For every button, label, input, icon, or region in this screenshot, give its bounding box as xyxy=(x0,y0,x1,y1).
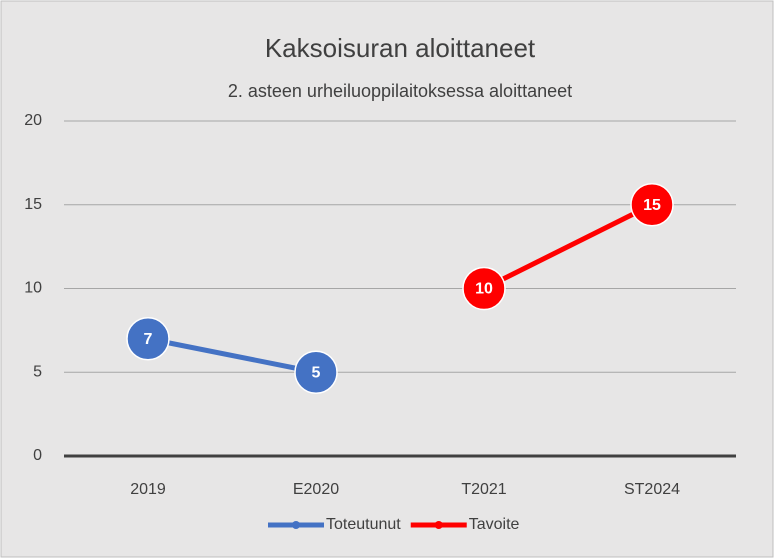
x-tick-label: T2021 xyxy=(461,481,506,498)
data-label: 15 xyxy=(643,197,661,214)
y-tick-label: 5 xyxy=(33,363,42,380)
data-label: 7 xyxy=(144,331,153,348)
point xyxy=(462,266,506,311)
data-label: 10 xyxy=(475,281,493,298)
legend-marker xyxy=(292,521,300,529)
data-label: 5 xyxy=(312,364,321,381)
x-tick-label: E2020 xyxy=(293,481,339,498)
y-tick-label: 0 xyxy=(33,447,42,464)
chart-title: Kaksoisuran aloittaneet xyxy=(265,33,536,63)
chart-subtitle: 2. asteen urheiluoppilaitoksessa aloitta… xyxy=(228,81,572,101)
y-tick-label: 10 xyxy=(24,280,42,297)
legend-label: Toteutunut xyxy=(326,516,401,533)
legend-label: Tavoite xyxy=(469,516,520,533)
point xyxy=(294,350,338,394)
point xyxy=(126,317,170,361)
x-tick-label: 2019 xyxy=(130,481,166,498)
y-tick-label: 15 xyxy=(24,196,42,213)
series-line xyxy=(147,336,317,375)
legend-marker xyxy=(434,521,443,529)
series-line xyxy=(482,202,654,291)
point xyxy=(630,183,674,227)
x-tick-label: ST2024 xyxy=(624,481,680,498)
y-tick-label: 20 xyxy=(24,112,42,129)
